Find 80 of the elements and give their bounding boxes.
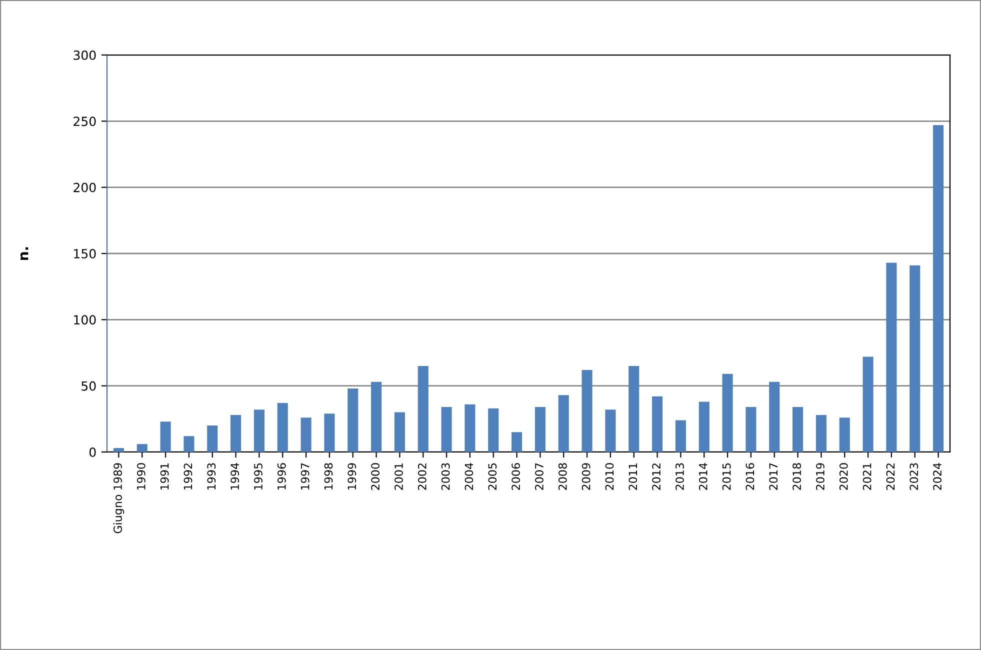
x-tick-label: 2008 <box>558 463 567 490</box>
bar <box>886 262 897 452</box>
bar <box>441 407 452 452</box>
y-axis-title: n. <box>20 247 28 260</box>
y-tick-label: 250 <box>74 116 96 126</box>
bar <box>652 396 663 452</box>
bar <box>300 418 312 452</box>
x-tick-label: 2024 <box>933 463 942 490</box>
bar <box>910 265 920 452</box>
bar <box>488 408 499 452</box>
x-tick-label: 1999 <box>348 463 356 490</box>
bar <box>534 407 546 452</box>
bar <box>113 448 124 452</box>
bar <box>839 418 850 452</box>
bar <box>628 366 640 452</box>
bar <box>160 422 171 452</box>
bar <box>418 366 428 452</box>
x-tick-label: 2004 <box>464 463 474 490</box>
x-tick-label: 1993 <box>207 463 216 490</box>
bar <box>792 407 804 452</box>
bar <box>277 403 288 452</box>
bar <box>769 382 780 452</box>
x-tick-label: 1996 <box>277 463 286 490</box>
bar <box>933 125 944 452</box>
bar <box>464 404 476 452</box>
x-tick-label: 1997 <box>300 463 310 490</box>
x-tick-label: 2017 <box>769 463 778 490</box>
x-tick-label: 1990 <box>136 463 146 490</box>
x-tick-label: 2003 <box>441 463 450 490</box>
bar <box>605 410 616 452</box>
x-tick-label: 2022 <box>886 464 895 490</box>
bar <box>746 407 756 452</box>
x-tick-label: 2001 <box>394 463 403 490</box>
bar <box>207 426 218 452</box>
x-tick-label: 2016 <box>746 463 754 490</box>
bar <box>698 402 710 452</box>
bar <box>862 356 874 452</box>
bar <box>230 414 242 452</box>
bar <box>582 370 592 452</box>
x-tick-label: 2018 <box>792 463 802 490</box>
bar <box>324 414 335 452</box>
y-tick-label: 0 <box>89 447 96 457</box>
x-tick-label: 1998 <box>324 463 333 490</box>
x-tick-label: 2005 <box>488 463 497 490</box>
y-tick-label: 150 <box>74 248 96 258</box>
x-tick-label: 2012 <box>652 464 661 490</box>
bar <box>371 382 382 452</box>
x-tick-label: 2023 <box>910 463 918 490</box>
x-tick-label: 2002 <box>418 464 426 490</box>
x-tick-label: 2006 <box>512 463 520 490</box>
y-tick-label: 50 <box>82 381 96 391</box>
x-tick-label: 1991 <box>160 463 169 490</box>
bar <box>512 432 522 452</box>
x-tick-label: 2019 <box>816 463 824 490</box>
x-tick-label: 2000 <box>371 463 380 490</box>
bar <box>675 420 686 452</box>
x-tick-label: 2021 <box>862 463 872 490</box>
y-tick-label: 100 <box>74 315 96 325</box>
y-tick-label: 200 <box>74 182 96 192</box>
x-tick-label: 2013 <box>676 463 684 490</box>
x-tick-label: Giugno 1989 <box>113 463 124 534</box>
bar <box>254 410 264 452</box>
x-tick-label: 1994 <box>230 463 240 490</box>
y-tick-label: 300 <box>74 50 96 60</box>
x-tick-label: 2007 <box>535 463 544 490</box>
bar <box>558 395 569 452</box>
x-tick-label: 1995 <box>254 463 262 490</box>
bar <box>348 388 358 452</box>
x-tick-label: 2014 <box>698 463 708 490</box>
x-tick-label: 2010 <box>605 463 614 490</box>
x-tick-label: 1992 <box>184 464 192 490</box>
bar <box>394 412 405 452</box>
bar <box>816 414 826 452</box>
bar <box>722 374 733 452</box>
bar <box>184 436 194 452</box>
x-tick-label: 2020 <box>839 463 848 490</box>
bar <box>136 444 148 452</box>
x-tick-label: 2015 <box>722 463 731 490</box>
x-tick-label: 2011 <box>628 463 638 490</box>
x-tick-label: 2009 <box>582 463 590 490</box>
